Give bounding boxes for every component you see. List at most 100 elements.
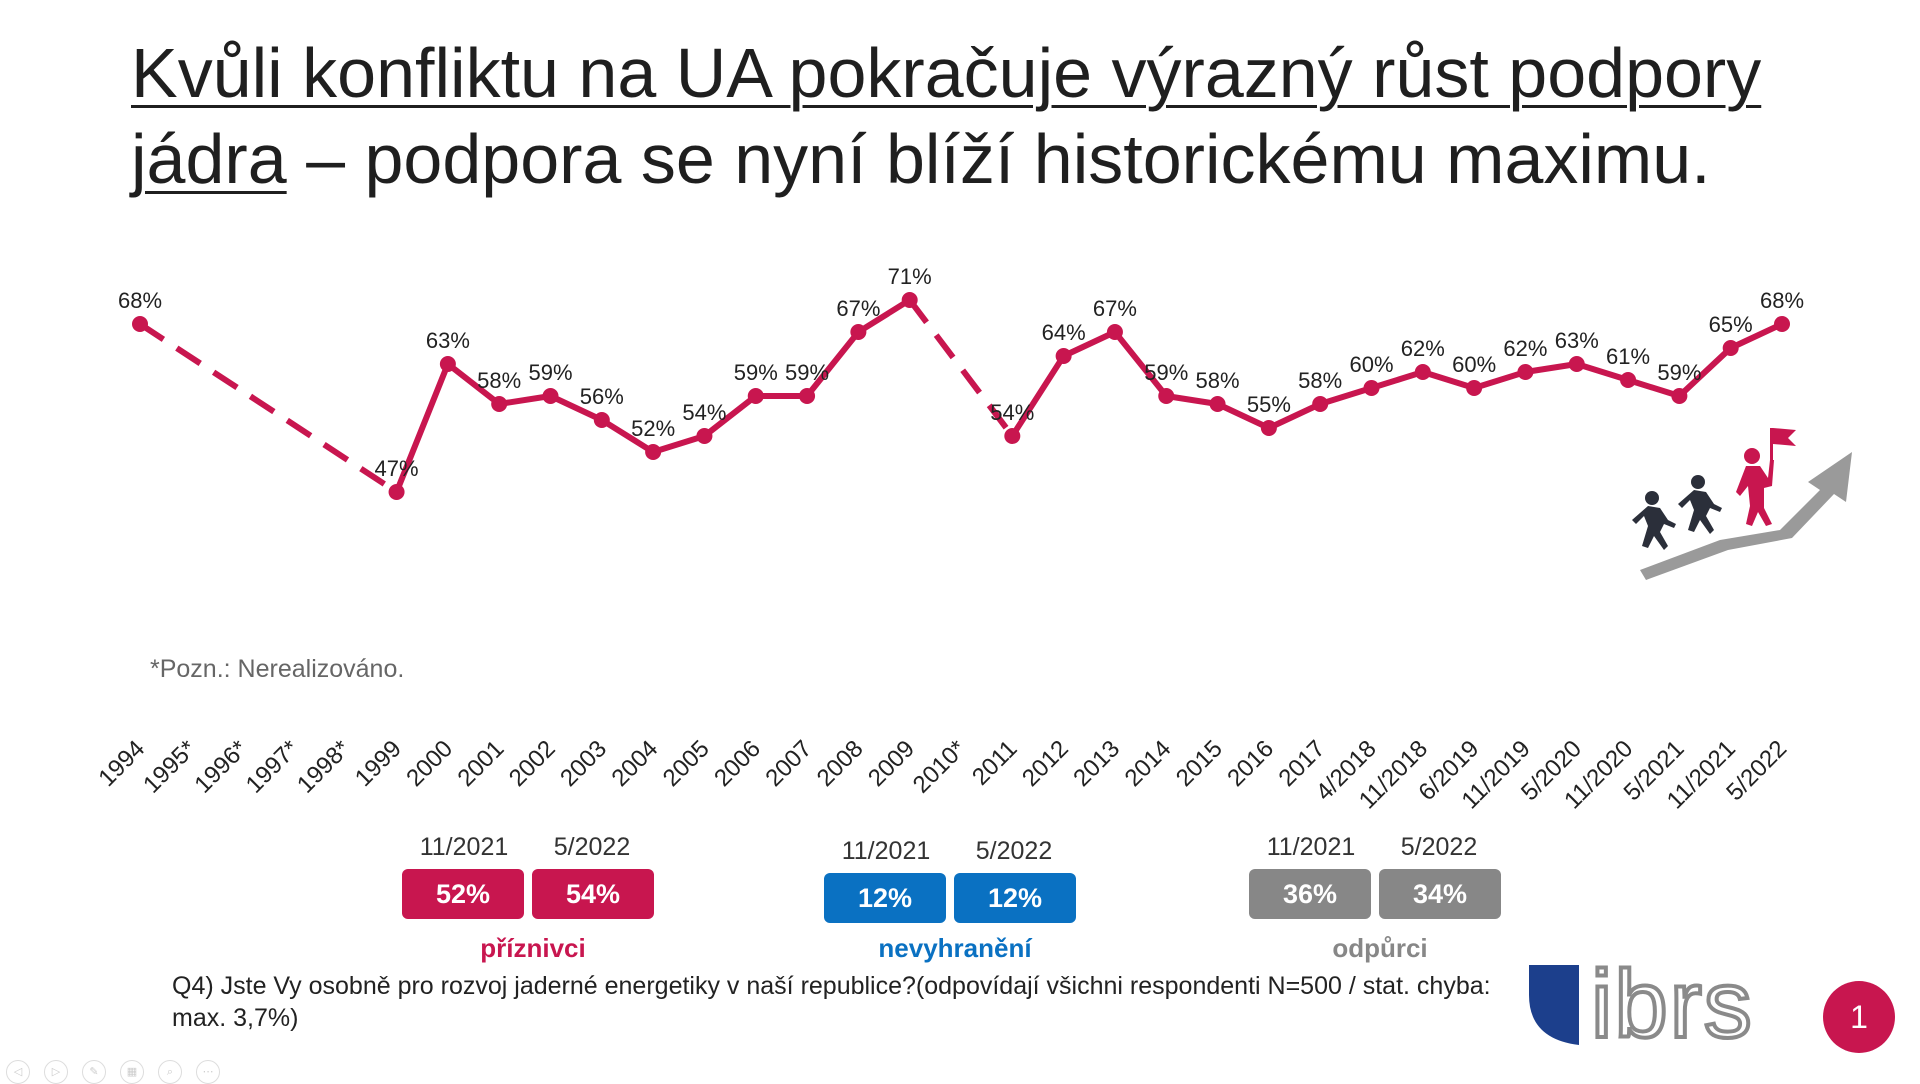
data-label: 60% xyxy=(1452,352,1496,377)
series-segment xyxy=(598,417,657,455)
data-label: 68% xyxy=(1760,288,1804,313)
stat-label: nevyhranění xyxy=(878,933,1032,963)
series-segment xyxy=(1727,321,1785,351)
x-tick-label: 1999 xyxy=(350,735,407,792)
series-segment xyxy=(1419,369,1478,391)
x-tick-label: 2012 xyxy=(1017,735,1074,792)
series-segment xyxy=(1111,329,1170,399)
data-point xyxy=(1774,316,1790,332)
stat-date: 11/2021 xyxy=(841,837,931,865)
data-label: 67% xyxy=(1093,296,1137,321)
stat-date: 11/2021 xyxy=(419,833,509,861)
stat-value-box: 36% xyxy=(1249,869,1371,919)
series-segment xyxy=(804,329,862,399)
ibrs-logo: ibrs xyxy=(1529,955,1754,1055)
data-label: 59% xyxy=(785,360,829,385)
x-tick-label: 1995* xyxy=(138,735,201,798)
x-tick-label: 1997* xyxy=(241,735,304,798)
x-tick-label: 2007 xyxy=(760,735,817,792)
data-label: 52% xyxy=(631,416,675,441)
series-segment xyxy=(1265,401,1324,431)
x-tick-label: 2011 xyxy=(967,735,1023,791)
data-point xyxy=(542,388,559,404)
logo-text: ibrs xyxy=(1591,955,1754,1055)
data-point xyxy=(1671,388,1688,404)
data-point xyxy=(132,316,148,332)
stat-value-box: 54% xyxy=(532,869,654,919)
x-tick-label: 2006 xyxy=(709,735,766,792)
slideshow-nav[interactable]: ◁ ▷ ✎ ▦ ⌕ ⋯ xyxy=(6,1060,236,1084)
data-label: 63% xyxy=(1555,328,1599,353)
series-segment xyxy=(1573,361,1632,383)
data-point xyxy=(1517,364,1534,380)
x-tick-label: 2016 xyxy=(1222,735,1279,792)
series-segment xyxy=(444,361,503,407)
series-segment xyxy=(1625,377,1683,399)
stat-label: odpůrci xyxy=(1332,933,1428,963)
data-label: 59% xyxy=(1657,360,1701,385)
x-tick-label: 2005 xyxy=(658,735,715,792)
stat-value-box: 12% xyxy=(954,873,1076,923)
data-label: 58% xyxy=(477,368,521,393)
data-point xyxy=(696,428,713,444)
stat-label: příznivci xyxy=(480,933,586,963)
series-segment xyxy=(1522,361,1580,375)
series-segment xyxy=(1163,393,1221,407)
data-point xyxy=(1414,364,1431,380)
series-segment xyxy=(547,393,605,423)
series-segment xyxy=(701,393,759,439)
data-point xyxy=(388,484,405,500)
pen-icon[interactable]: ✎ xyxy=(82,1060,106,1084)
series-segment xyxy=(1317,385,1375,407)
data-label: 54% xyxy=(682,400,726,425)
data-point xyxy=(1260,420,1277,436)
x-tick-label: 2013 xyxy=(1068,735,1125,792)
data-label: 71% xyxy=(888,264,932,289)
prev-icon[interactable]: ◁ xyxy=(6,1060,30,1084)
data-label: 56% xyxy=(580,384,624,409)
x-tick-label: 2014 xyxy=(1120,735,1177,792)
series-segment xyxy=(650,433,708,455)
next-icon[interactable]: ▷ xyxy=(44,1060,68,1084)
x-tick-label: 2010* xyxy=(908,735,971,798)
data-point xyxy=(1568,356,1585,372)
data-point xyxy=(850,324,867,340)
series-segment xyxy=(1009,353,1067,439)
data-point xyxy=(1158,388,1175,404)
data-label: 58% xyxy=(1298,368,1342,393)
data-label: 59% xyxy=(1144,360,1188,385)
data-label: 62% xyxy=(1503,336,1547,361)
data-label: 62% xyxy=(1401,336,1445,361)
x-tick-label: 2001 xyxy=(453,735,510,792)
stat-date: 5/2022 xyxy=(1400,833,1478,861)
title-line1: Kvůli konfliktu na UA pokračuje výrazný … xyxy=(131,34,1762,112)
more-icon[interactable]: ⋯ xyxy=(196,1060,220,1084)
x-tick-label: 2015 xyxy=(1171,735,1228,792)
slides-icon[interactable]: ▦ xyxy=(120,1060,144,1084)
series-segment xyxy=(1060,329,1118,359)
stat-date: 11/2021 xyxy=(1266,833,1356,861)
x-tick-label: 2003 xyxy=(555,735,612,792)
data-label: 59% xyxy=(528,360,572,385)
series-segment xyxy=(496,393,554,407)
stat-date: 5/2022 xyxy=(975,837,1053,865)
data-point xyxy=(593,412,610,428)
people-climbing-arrow-icon xyxy=(1632,428,1852,580)
title-line2-underlined: jádra xyxy=(131,120,287,198)
stat-value-box: 34% xyxy=(1379,869,1501,919)
data-label: 63% xyxy=(426,328,470,353)
data-label: 47% xyxy=(375,456,419,481)
footnote: *Pozn.: Nerealizováno. xyxy=(150,655,405,683)
survey-question: Q4) Jste Vy osobně pro rozvoj jaderné en… xyxy=(172,972,1491,1032)
zoom-icon[interactable]: ⌕ xyxy=(158,1060,182,1084)
data-point xyxy=(799,388,816,404)
data-label: 58% xyxy=(1196,368,1240,393)
x-tick-label: 2004 xyxy=(607,735,664,792)
series-segment xyxy=(855,297,913,335)
data-label: 67% xyxy=(836,296,880,321)
data-point xyxy=(1466,380,1483,396)
series-segment xyxy=(1676,345,1734,399)
data-label: 61% xyxy=(1606,344,1650,369)
data-point xyxy=(1312,396,1329,412)
data-point xyxy=(1722,340,1739,356)
